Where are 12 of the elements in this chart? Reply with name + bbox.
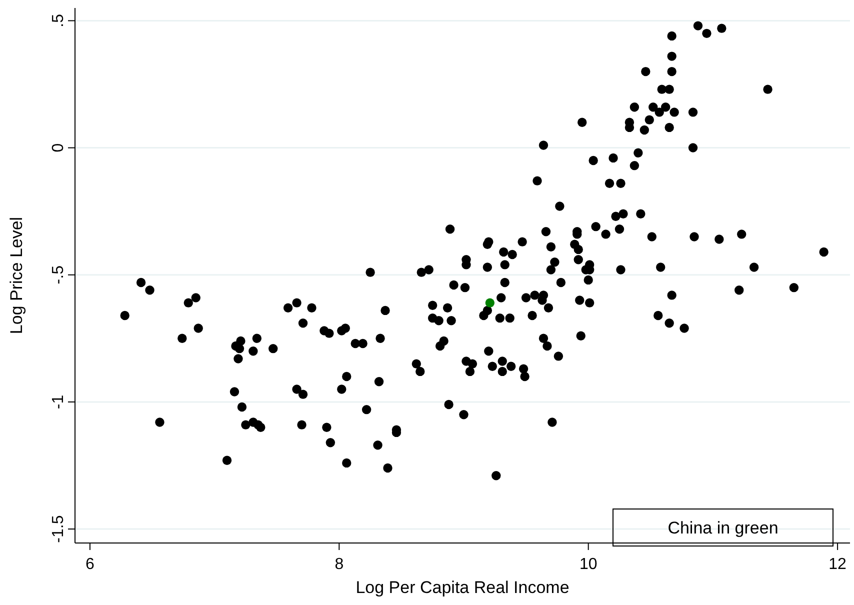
y-tick-label: .5 [50, 14, 67, 28]
annotation: China in green [668, 518, 778, 538]
y-tick-label: 0 [50, 143, 67, 152]
x-tick-label: 10 [579, 556, 598, 573]
y-tick-label: -.5 [50, 265, 67, 284]
y-axis-title: Log Price Level [7, 216, 26, 334]
x-tick-label: 12 [828, 556, 847, 573]
y-tick-label: -1.5 [50, 515, 67, 543]
x-axis-title: Log Per Capita Real Income [356, 578, 570, 597]
x-tick-label: 6 [86, 556, 94, 573]
x-tick-label: 8 [334, 556, 344, 573]
y-tick-label: -1 [50, 394, 67, 410]
